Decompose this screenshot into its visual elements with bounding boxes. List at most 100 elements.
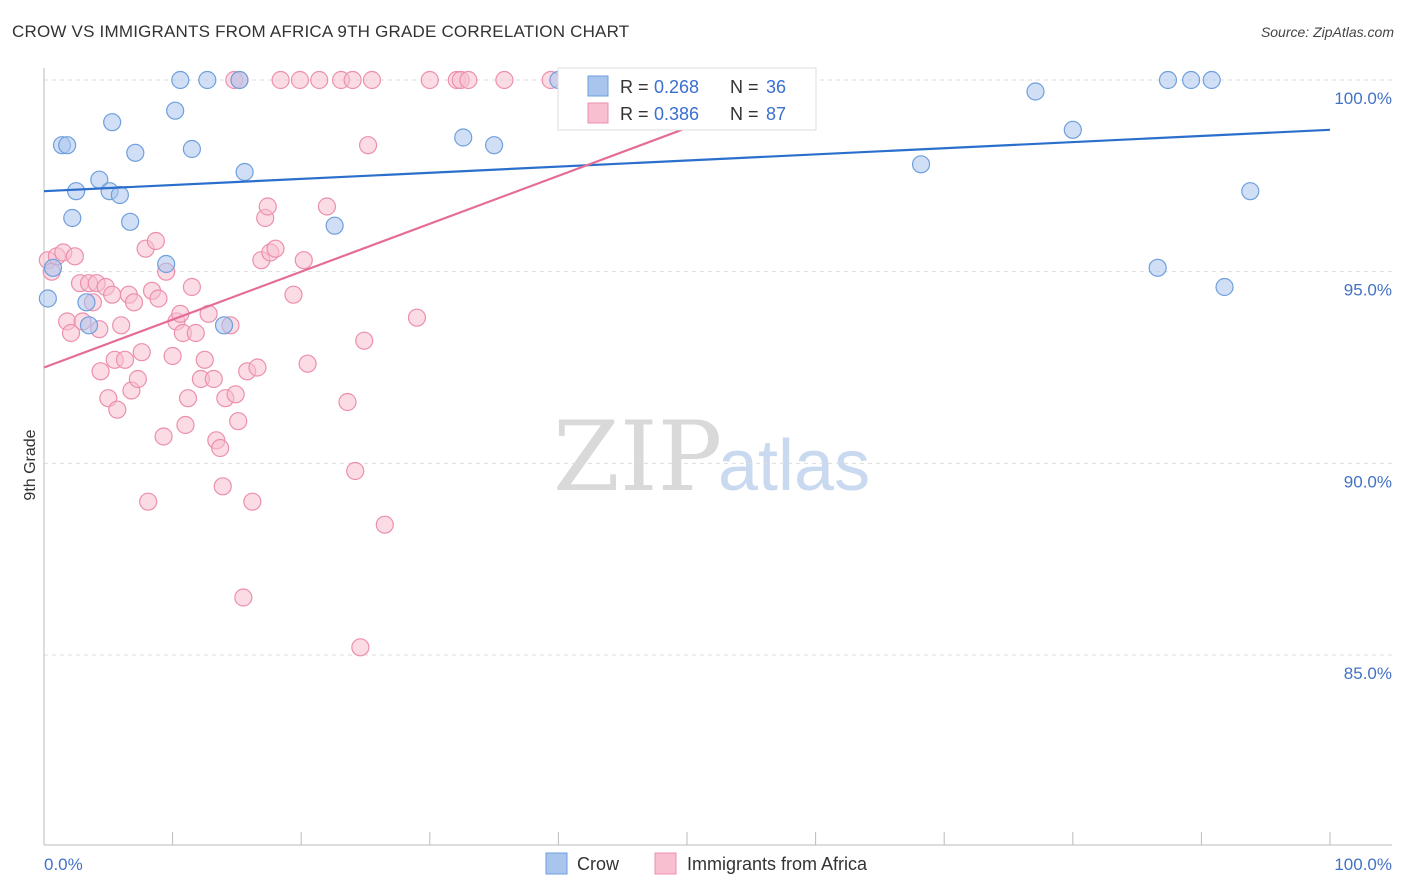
africa-point [182,277,201,297]
africa-point [459,70,478,90]
africa-point [266,239,285,258]
bottom-legend-crow-label: Crow [577,854,620,874]
africa-point [271,70,290,90]
crow-point [1148,258,1167,277]
axes [43,68,1392,846]
africa-point [154,427,173,446]
crow-point [1215,277,1234,297]
crow-point [43,258,63,277]
africa-point [346,461,365,481]
legend-africa-swatch [587,102,609,124]
africa-point [298,354,317,373]
crow-trend-line [43,128,1331,193]
africa-point [115,350,135,369]
africa-point [204,369,223,389]
y-tick-labels: 85.0% 90.0% 95.0% 100.0% [1334,89,1392,683]
crow-point [230,70,249,90]
series-crow-points [38,70,1260,335]
y-axis-label: 9th Grade [22,429,39,500]
africa-point [290,70,310,90]
africa-point [317,197,337,216]
africa-point [186,323,205,343]
crow-point [214,316,234,335]
africa-point [213,477,232,496]
crow-point [110,185,129,205]
watermark-atlas: atlas [718,426,870,506]
africa-point [149,289,168,308]
bottom-legend-africa-swatch [654,852,677,875]
bottom-legend-africa-label: Immigrants from Africa [687,854,868,874]
crow-point [77,293,96,312]
legend: R = 0.268 N = 36 R = 0.386 N = 87 [557,67,817,131]
legend-crow-r-value: 0.268 [654,77,699,97]
crow-point [103,113,122,132]
africa-point [124,293,144,312]
source-label: Source: ZipAtlas.com [1260,24,1394,40]
crow-point [454,128,473,147]
africa-point [243,492,262,511]
africa-point [112,316,131,335]
legend-crow-swatch [587,75,609,97]
crow-point [121,212,140,231]
crow-point [1182,70,1201,90]
africa-point [91,362,110,381]
y-tick-label: 90.0% [1344,472,1392,491]
africa-point [226,385,245,404]
crow-point [1026,82,1045,101]
crow-point [1063,120,1082,139]
africa-point [234,588,253,607]
africa-point [211,438,230,458]
africa-point [420,70,439,90]
crow-point [911,155,931,174]
africa-point [294,251,313,270]
crow-point [38,289,57,308]
x-tick-label-max: 100.0% [1334,855,1392,874]
africa-point [362,70,382,90]
crow-point [325,216,344,235]
africa-point [495,70,514,90]
africa-point [178,389,198,408]
africa-point [310,70,329,90]
grid-lines [44,79,1392,656]
legend-africa-n-label: N = [730,104,759,124]
africa-point [146,231,165,251]
y-tick-label: 85.0% [1344,664,1392,683]
africa-point [343,70,362,90]
y-tick-label: 95.0% [1344,281,1392,300]
x-tick-labels: 0.0% 100.0% [44,855,1392,874]
africa-point [358,136,378,155]
crow-point [79,316,99,335]
africa-point [128,369,147,389]
crow-point [1202,70,1221,90]
africa-point [139,492,158,511]
crow-point [182,139,201,159]
crow-point [1241,182,1260,201]
africa-point [338,392,357,412]
africa-point [355,331,374,350]
crow-point [1158,70,1178,90]
legend-crow-r-label: R = [620,77,649,97]
crow-point [63,208,82,228]
africa-point [163,346,182,366]
africa-point [229,412,248,431]
legend-africa-n-value: 87 [766,104,786,124]
bottom-legend: Crow Immigrants from Africa [545,852,868,875]
africa-point [61,323,81,343]
africa-point [132,343,151,362]
africa-point [248,358,267,377]
bottom-legend-crow-swatch [545,852,568,875]
crow-point [171,70,190,90]
legend-crow-n-value: 36 [766,77,786,97]
legend-africa-r-value: 0.386 [654,104,699,124]
africa-point [351,638,370,657]
chart-title: CROW VS IMMIGRANTS FROM AFRICA 9TH GRADE… [12,22,630,41]
crow-point [198,70,217,90]
africa-point [176,415,195,435]
crow-point [166,101,185,120]
legend-africa-r-label: R = [620,104,649,124]
crow-point [235,162,254,182]
africa-point [103,285,122,304]
series-africa-points [38,70,580,657]
crow-point [157,254,176,274]
